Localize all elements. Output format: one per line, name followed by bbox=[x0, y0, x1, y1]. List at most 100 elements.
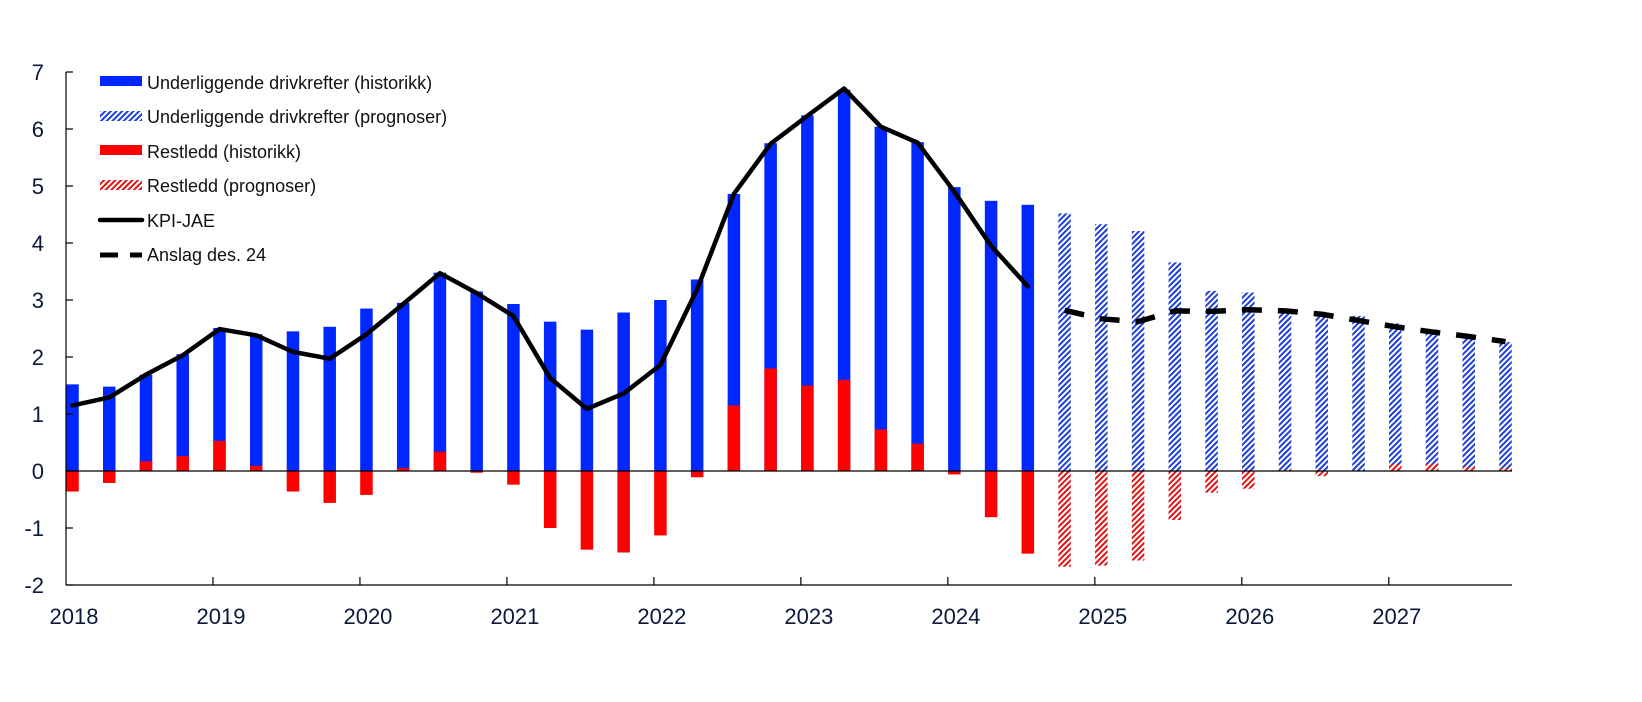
bar-restledd-historikk-2019Q1 bbox=[213, 440, 226, 471]
bar-underliggende-historikk-2021Q1 bbox=[507, 303, 520, 471]
y-tick-label: 1 bbox=[32, 402, 44, 427]
line-anslag-des-24 bbox=[1063, 306, 1506, 345]
legend-item-kpi-jae: KPI-JAE bbox=[97, 211, 215, 231]
bar-underliggende-prognose-2025Q4 bbox=[1205, 290, 1218, 471]
bar-underliggende-historikk-2023Q2 bbox=[837, 89, 851, 472]
bar-restledd-historikk-2020Q4 bbox=[470, 471, 483, 473]
bar-underliggende-historikk-2020Q2 bbox=[396, 302, 410, 471]
legend-swatch-red-hatched bbox=[100, 180, 142, 190]
x-tick-label: 2025 bbox=[1078, 604, 1127, 629]
y-tick-label: -1 bbox=[24, 516, 44, 541]
legend-swatch-blue-hatched bbox=[100, 111, 142, 121]
bar-restledd-prognose-2026Q1 bbox=[1242, 471, 1255, 489]
bar-underliggende-historikk-2018Q2 bbox=[102, 386, 116, 471]
bar-underliggende-historikk-2020Q1 bbox=[360, 308, 373, 471]
bar-underliggende-historikk-2021Q2 bbox=[543, 321, 557, 471]
bar-restledd-prognose-2026Q3 bbox=[1315, 471, 1329, 477]
bar-underliggende-historikk-2019Q1 bbox=[213, 327, 226, 471]
bar-restledd-historikk-2019Q3 bbox=[286, 471, 300, 492]
x-tick-label: 2019 bbox=[196, 604, 245, 629]
x-tick-label: 2018 bbox=[50, 604, 99, 629]
y-tick-label: 7 bbox=[32, 60, 44, 85]
legend: Underliggende drivkrefter (historikk) Un… bbox=[97, 73, 447, 265]
bar-restledd-historikk-2021Q1 bbox=[507, 471, 520, 485]
y-tick-label: -2 bbox=[24, 573, 44, 598]
bar-underliggende-prognose-2026Q1 bbox=[1242, 292, 1255, 471]
legend-item-restledd-historikk: Restledd (historikk) bbox=[100, 142, 301, 162]
bar-restledd-historikk-2024Q3 bbox=[1021, 471, 1035, 554]
bar-restledd-prognose-2027Q1 bbox=[1389, 464, 1402, 471]
bar-restledd-historikk-2022Q3 bbox=[727, 405, 741, 471]
bar-restledd-historikk-2018Q3 bbox=[139, 461, 153, 471]
bar-underliggende-historikk-2018Q3 bbox=[139, 374, 153, 471]
legend-item-underliggende-historikk: Underliggende drivkrefter (historikk) bbox=[100, 73, 432, 93]
bar-restledd-historikk-2022Q4 bbox=[764, 368, 777, 471]
bar-underliggende-prognose-2026Q4 bbox=[1352, 315, 1365, 471]
legend-label: Restledd (historikk) bbox=[147, 142, 301, 162]
bar-restledd-historikk-2021Q4 bbox=[617, 471, 630, 553]
bar-restledd-historikk-2023Q2 bbox=[837, 379, 851, 471]
bar-restledd-historikk-2018Q2 bbox=[102, 471, 116, 483]
bar-restledd-historikk-2021Q3 bbox=[580, 471, 594, 550]
bar-restledd-prognose-2027Q2 bbox=[1425, 463, 1439, 471]
legend-item-restledd-prognoser: Restledd (prognoser) bbox=[100, 176, 316, 196]
bar-underliggende-prognose-2025Q3 bbox=[1168, 262, 1182, 471]
x-tick-label: 2023 bbox=[784, 604, 833, 629]
lines-layer bbox=[70, 86, 1506, 412]
bar-underliggende-historikk-2018Q4 bbox=[176, 354, 189, 471]
bar-underliggende-historikk-2019Q4 bbox=[323, 326, 336, 471]
bar-underliggende-prognose-2025Q1 bbox=[1095, 224, 1108, 471]
bar-underliggende-historikk-2019Q3 bbox=[286, 331, 300, 471]
y-tick-label: 3 bbox=[32, 288, 44, 313]
bar-underliggende-historikk-2022Q1 bbox=[654, 300, 667, 471]
x-ticks: 2018 2019 2020 2021 2022 2023 2024 2025 2026 2027 bbox=[50, 577, 1421, 629]
bar-restledd-historikk-2020Q1 bbox=[360, 471, 373, 495]
bar-restledd-prognose-2027Q3 bbox=[1462, 467, 1476, 471]
legend-label: Underliggende drivkrefter (prognoser) bbox=[147, 107, 447, 127]
bar-restledd-historikk-2023Q1 bbox=[801, 385, 814, 471]
y-tick-label: 2 bbox=[32, 345, 44, 370]
bar-underliggende-historikk-2024Q1 bbox=[948, 187, 961, 471]
legend-swatch-red-solid bbox=[100, 145, 142, 155]
bar-underliggende-historikk-2022Q3 bbox=[727, 193, 741, 472]
bar-restledd-historikk-2020Q3 bbox=[433, 451, 447, 471]
legend-item-anslag: Anslag des. 24 bbox=[100, 245, 266, 265]
bar-underliggende-historikk-2022Q2 bbox=[690, 279, 704, 471]
bar-restledd-historikk-2023Q4 bbox=[911, 443, 924, 471]
bar-underliggende-historikk-2023Q1 bbox=[801, 115, 814, 471]
bar-underliggende-historikk-2024Q2 bbox=[984, 200, 998, 471]
bar-underliggende-prognose-2027Q4 bbox=[1499, 342, 1512, 471]
y-tick-label: 4 bbox=[32, 231, 44, 256]
bar-restledd-prognose-2025Q1 bbox=[1095, 471, 1108, 566]
bar-underliggende-historikk-2024Q3 bbox=[1021, 204, 1035, 471]
bar-restledd-historikk-2023Q3 bbox=[874, 429, 888, 471]
bars-layer bbox=[66, 89, 1512, 567]
bar-restledd-prognose-2025Q2 bbox=[1131, 471, 1145, 561]
x-tick-label: 2027 bbox=[1372, 604, 1421, 629]
bar-restledd-historikk-2022Q1 bbox=[654, 471, 667, 536]
bar-underliggende-prognose-2026Q3 bbox=[1315, 312, 1329, 471]
legend-label: KPI-JAE bbox=[147, 211, 215, 231]
bar-underliggende-prognose-2027Q1 bbox=[1389, 323, 1402, 471]
bar-restledd-prognose-2024Q4 bbox=[1058, 471, 1071, 567]
line-kpi-jae bbox=[70, 86, 1031, 412]
x-tick-label: 2021 bbox=[490, 604, 539, 629]
bar-underliggende-historikk-2023Q3 bbox=[874, 126, 888, 471]
bar-underliggende-historikk-2020Q4 bbox=[470, 291, 483, 471]
legend-label: Restledd (prognoser) bbox=[147, 176, 316, 196]
bar-underliggende-prognose-2027Q3 bbox=[1462, 335, 1476, 471]
legend-item-underliggende-prognoser: Underliggende drivkrefter (prognoser) bbox=[100, 107, 447, 127]
bar-restledd-historikk-2019Q4 bbox=[323, 471, 336, 503]
bar-restledd-historikk-2022Q2 bbox=[690, 471, 704, 478]
x-tick-label: 2024 bbox=[931, 604, 980, 629]
bar-underliggende-prognose-2027Q2 bbox=[1425, 329, 1439, 471]
y-tick-label: 5 bbox=[32, 174, 44, 199]
bar-restledd-prognose-2027Q4 bbox=[1499, 468, 1512, 471]
legend-swatch-blue-solid bbox=[100, 76, 142, 86]
bar-underliggende-prognose-2026Q2 bbox=[1278, 311, 1292, 471]
x-tick-label: 2022 bbox=[637, 604, 686, 629]
bar-restledd-historikk-2018Q4 bbox=[176, 456, 189, 471]
bar-underliggende-historikk-2021Q3 bbox=[580, 329, 594, 471]
y-tick-label: 6 bbox=[32, 117, 44, 142]
